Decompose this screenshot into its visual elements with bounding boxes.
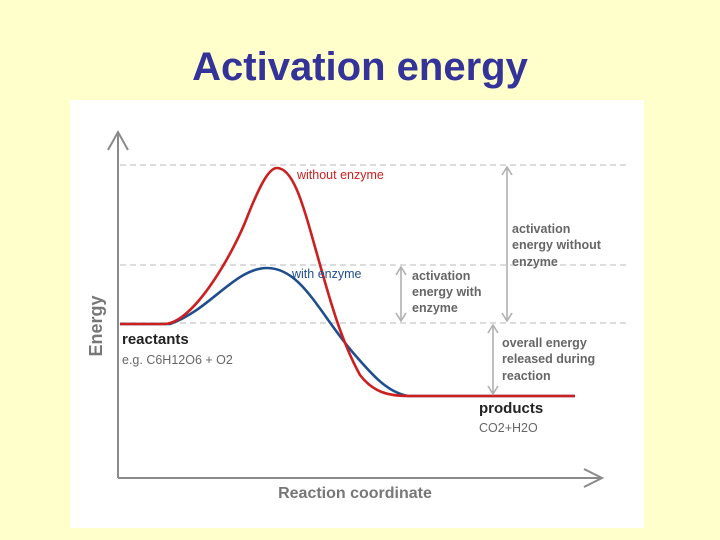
energy-diagram-svg: Energy Reaction coordinate without enzym…: [86, 129, 630, 502]
activation-without-line-1: activation: [512, 222, 570, 236]
activation-without-line-3: enzyme: [512, 255, 558, 269]
overall-line-2: released during: [502, 352, 595, 366]
activation-with-line-3: enzyme: [412, 301, 458, 315]
overall-line-3: reaction: [502, 369, 551, 383]
reactants-label: reactants: [122, 331, 189, 348]
activation-without-label: activation energy without enzyme: [512, 222, 602, 269]
x-axis-label: Reaction coordinate: [278, 485, 432, 502]
activation-with-label: activation energy with enzyme: [412, 269, 481, 315]
overall-line-1: overall energy: [502, 336, 587, 350]
arrow-activation-with: [395, 265, 407, 323]
activation-with-line-2: energy with: [412, 285, 481, 299]
curve-with-label: with enzyme: [291, 267, 362, 281]
activation-without-line-2: energy without: [512, 238, 602, 252]
energy-diagram: Energy Reaction coordinate without enzym…: [70, 100, 644, 528]
slide-title: Activation energy: [192, 45, 528, 89]
reactants-formula: e.g. C6H12O6 + O2: [122, 353, 233, 367]
arrow-overall-energy: [487, 323, 499, 396]
arrow-activation-without: [501, 165, 513, 323]
curve-without-label: without enzyme: [296, 168, 384, 182]
y-axis-label: Energy: [86, 295, 106, 356]
y-axis: [107, 129, 129, 478]
overall-energy-label: overall energy released during reaction: [502, 336, 595, 383]
products-formula: CO2+H2O: [479, 421, 538, 435]
curve-without-enzyme: [120, 166, 575, 398]
activation-with-line-1: activation: [412, 269, 470, 283]
products-label: products: [479, 400, 543, 417]
curve-with-enzyme: [120, 266, 575, 398]
x-axis: [118, 468, 605, 488]
